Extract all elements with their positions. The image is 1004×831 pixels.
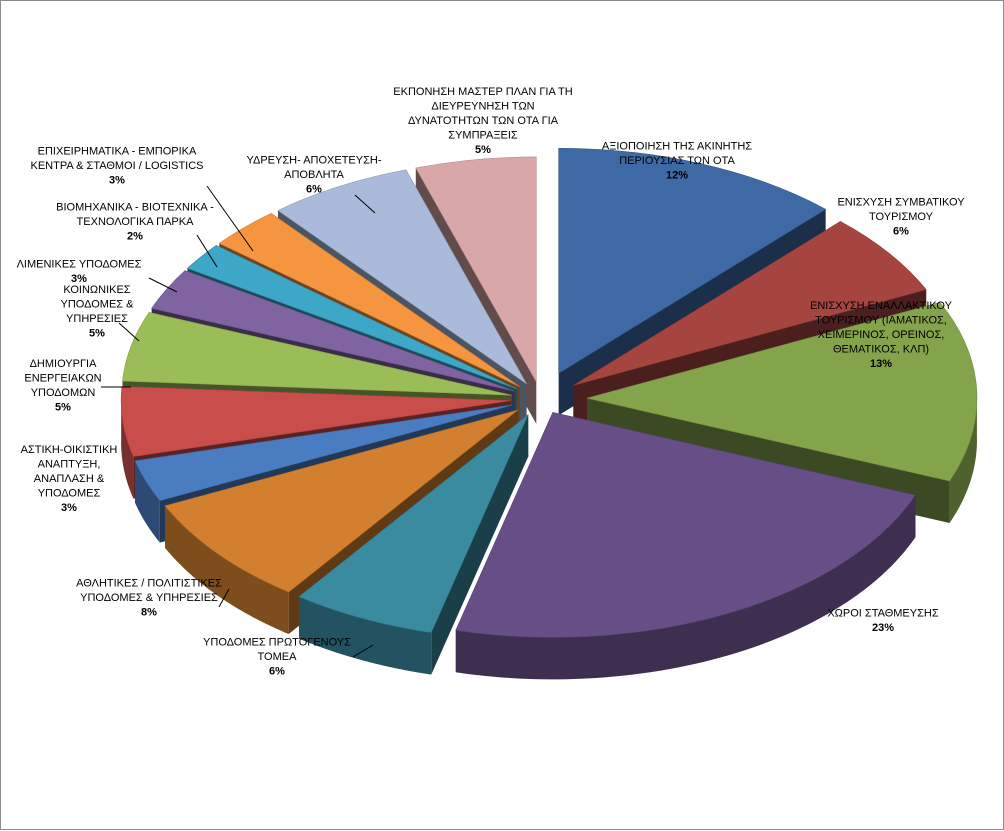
slice-outer-wall <box>455 495 916 680</box>
slice-category-label: ΒΙΟΜΗΧΑΝΙΚΑ - ΒΙΟΤΕΧΝΙΚΑ - <box>56 201 214 213</box>
slice-label: ΕΠΙΧΕΙΡΗΜΑΤΙΚΑ - ΕΜΠΟΡΙΚΑ ΚΕΝΤΡΑ & ΣΤΑΘΜΟ… <box>30 145 254 252</box>
slice-top <box>415 156 537 384</box>
slice-outer-wall <box>298 596 432 675</box>
slice-category-label: ΘΕΜΑΤΙΚΟΣ, ΚΛΠ) <box>833 343 929 355</box>
slice-category-label: ΑΣΤΙΚΗ-ΟΙΚΙΣΤΙΚΗ <box>21 444 118 456</box>
slice-category-label: ΧΕΙΜΕΡΙΝΟΣ, ΟΡΕΙΝΟΣ, <box>818 329 945 341</box>
pie-slice <box>455 412 916 680</box>
slice-category-label: ΤΟΜΕΑ <box>258 651 298 663</box>
leader-line <box>118 322 140 342</box>
slice-top <box>151 270 515 392</box>
slice-category-label: ΑΘΛΗΤΙΚΕΣ / ΠΟΛΙΤΙΣΤΙΚΕΣ <box>76 577 222 589</box>
slice-label: ΚΟΙΝΩΝΙΚΕΣ ΥΠΟΔΟΜΕΣ & ΥΠΗΡΕΣΙΕΣ 5% <box>61 284 140 342</box>
slice-category-label: ΤΕΧΝΟΛΟΓΙΚΑ ΠΑΡΚΑ <box>77 216 195 228</box>
slice-category-label: ΤΟΥΡΙΣΜΟΥ <box>869 211 934 223</box>
slice-category-label: ΤΟΥΡΙΣΜΟΥ (ΙΑΜΑΤΙΚΟΣ, <box>815 314 947 326</box>
slice-percent-label: 13% <box>870 358 892 370</box>
slice-percent-label: 5% <box>475 144 491 156</box>
slice-percent-label: 3% <box>71 273 87 285</box>
slice-category-label: ΥΠΟΔΟΜΕΣ ΠΡΩΤΟΓΕΝΟΥΣ <box>203 636 351 648</box>
slice-percent-label: 6% <box>269 665 285 677</box>
slice-category-label: ΣΥΜΠΡΑΞΕΙΣ <box>448 129 518 141</box>
slice-label: ΕΝΙΣΧΥΣΗ ΕΝΑΛΛΑΚΤΙΚΟΥ ΤΟΥΡΙΣΜΟΥ (ΙΑΜΑΤΙΚΟ… <box>810 300 953 370</box>
slice-outer-wall <box>165 505 289 635</box>
slice-category-label: ΥΔΡΕΥΣΗ- ΑΠΟΧΕΤΕΥΣΗ- <box>246 154 381 166</box>
leader-line <box>352 644 374 658</box>
slice-percent-label: 5% <box>89 328 105 340</box>
slice-label: ΑΘΛΗΤΙΚΕΣ / ΠΟΛΙΤΙΣΤΙΚΕΣ ΥΠΟΔΟΜΕΣ & ΥΠΗΡΕ… <box>76 577 230 618</box>
slice-top <box>134 404 513 502</box>
slice-percent-label: 12% <box>666 169 688 181</box>
slice-label: ΥΠΟΔΟΜΕΣ ΠΡΩΤΟΓΕΝΟΥΣ ΤΟΜΕΑ 6% <box>203 636 374 677</box>
slice-category-label: ΔΥΝΑΤΟΤΗΤΩΝ ΤΩΝ ΟΤΑ ΓΙΑ <box>408 115 559 127</box>
slice-label: ΑΞΙΟΠΟΙΗΣΗ ΤΗΣ ΑΚΙΝΗΤΗΣ ΠΕΡΙΟΥΣΙΑΣ ΤΩΝ ΟΤ… <box>602 140 752 181</box>
slice-category-label: ΕΝΕΡΓΕΙΑΚΩΝ <box>24 373 101 385</box>
slice-top <box>573 221 927 386</box>
slice-top <box>558 147 827 374</box>
slice-percent-label: 5% <box>55 402 71 414</box>
slice-category-label: ΕΠΙΧΕΙΡΗΜΑΤΙΚΑ - ΕΜΠΟΡΙΚΑ <box>38 145 197 157</box>
slice-category-label: ΔΗΜΙΟΥΡΓΙΑ <box>30 358 98 370</box>
slice-side-wall <box>431 414 529 675</box>
slice-category-label: ΔΙΕΥΡΕΥΝΗΣΗ ΤΩΝ <box>431 100 534 112</box>
slice-top <box>586 302 978 482</box>
slice-label: ΛΙΜΕΝΙΚΕΣ ΥΠΟΔΟΜΕΣ 3% <box>17 259 178 293</box>
slice-label: ΥΔΡΕΥΣΗ- ΑΠΟΧΕΤΕΥΣΗ- ΑΠΟΒΛΗΤΑ 6% <box>246 154 382 214</box>
slice-label: ΧΩΡΟΙ ΣΤΑΘΜΕΥΣΗΣ 23% <box>827 608 939 635</box>
slice-top <box>218 213 520 388</box>
leader-line <box>354 194 376 214</box>
slice-category-label: ΚΕΝΤΡΑ & ΣΤΑΘΜΟΙ / LOGISTICS <box>30 160 203 172</box>
slice-category-label: ΥΠΟΔΟΜΕΣ & <box>61 299 135 311</box>
slice-top <box>455 412 916 638</box>
slice-outer-wall <box>135 460 160 543</box>
slice-percent-label: 23% <box>872 622 894 634</box>
pie-slice <box>298 414 529 675</box>
slice-label: ΒΙΟΜΗΧΑΝΙΚΑ - ΒΙΟΤΕΧΝΙΚΑ - ΤΕΧΝΟΛΟΓΙΚΑ ΠΑ… <box>56 201 218 268</box>
slice-category-label: ΥΠΟΔΟΜΩΝ <box>31 387 96 399</box>
slice-category-label: ΕΝΙΣΧΥΣΗ ΕΝΑΛΛΑΚΤΙΚΟΥ <box>810 300 953 312</box>
slice-percent-label: 8% <box>141 606 157 618</box>
slice-category-label: ΠΕΡΙΟΥΣΙΑΣ ΤΩΝ ΟΤΑ <box>619 155 735 167</box>
slice-category-label: ΧΩΡΟΙ ΣΤΑΘΜΕΥΣΗΣ <box>827 608 939 620</box>
slice-category-label: ΑΝΑΠΤΥΞΗ, <box>38 458 101 470</box>
slice-category-label: ΥΠΗΡΕΣΙΕΣ <box>66 313 128 325</box>
slice-top <box>164 409 519 593</box>
slice-outer-wall <box>949 394 977 523</box>
slice-category-label: ΑΞΙΟΠΟΙΗΣΗ ΤΗΣ ΑΚΙΝΗΤΗΣ <box>602 140 752 152</box>
slice-outer-wall <box>121 397 134 499</box>
slice-top <box>298 414 529 633</box>
slice-category-label: ΥΠΟΔΟΜΕΣ <box>38 487 101 499</box>
slice-category-label: ΥΠΟΔΟΜΕΣ & ΥΠΗΡΕΣΙΕΣ <box>80 592 218 604</box>
slice-label: ΕΝΙΣΧΥΣΗ ΣΥΜΒΑΤΙΚΟΥ ΤΟΥΡΙΣΜΟΥ 6% <box>837 196 965 237</box>
leader-line <box>196 234 218 268</box>
slice-category-label: ΕΚΠΟΝΗΣΗ ΜΑΣΤΕΡ ΠΛΑΝ ΓΙΑ ΤΗ <box>393 86 572 98</box>
slice-category-label: ΚΟΙΝΩΝΙΚΕΣ <box>63 284 130 296</box>
slice-label: ΑΣΤΙΚΗ-ΟΙΚΙΣΤΙΚΗ ΑΝΑΠΤΥΞΗ, ΑΝΑΠΛΑΣΗ & ΥΠΟΔΟ… <box>21 444 118 514</box>
slice-top <box>277 169 527 385</box>
slice-percent-label: 3% <box>61 502 77 514</box>
slice-category-label: ΕΝΙΣΧΥΣΗ ΣΥΜΒΑΤΙΚΟΥ <box>837 196 965 208</box>
leader-line <box>218 588 230 608</box>
leader-line <box>148 277 178 293</box>
slice-top <box>122 312 512 396</box>
slice-label: ΕΚΠΟΝΗΣΗ ΜΑΣΤΕΡ ΠΛΑΝ ΓΙΑ ΤΗ ΔΙΕΥΡΕΥΝΗΣΗ Τ… <box>393 86 572 156</box>
slice-top <box>186 245 517 390</box>
slice-category-label: ΑΝΑΠΛΑΣΗ & <box>34 473 105 485</box>
slice-category-label: ΛΙΜΕΝΙΚΕΣ ΥΠΟΔΟΜΕΣ <box>17 259 142 271</box>
slice-label: ΔΗΜΙΟΥΡΓΙΑ ΕΝΕΡΓΕΙΑΚΩΝ ΥΠΟΔΟΜΩΝ 5% <box>24 358 131 414</box>
slice-percent-label: 2% <box>127 230 143 242</box>
slice-percent-label: 3% <box>109 174 125 186</box>
slice-percent-label: 6% <box>306 183 322 195</box>
leader-line <box>206 185 254 252</box>
slice-category-label: ΑΠΟΒΛΗΤΑ <box>284 169 344 181</box>
slice-percent-label: 6% <box>893 225 909 237</box>
